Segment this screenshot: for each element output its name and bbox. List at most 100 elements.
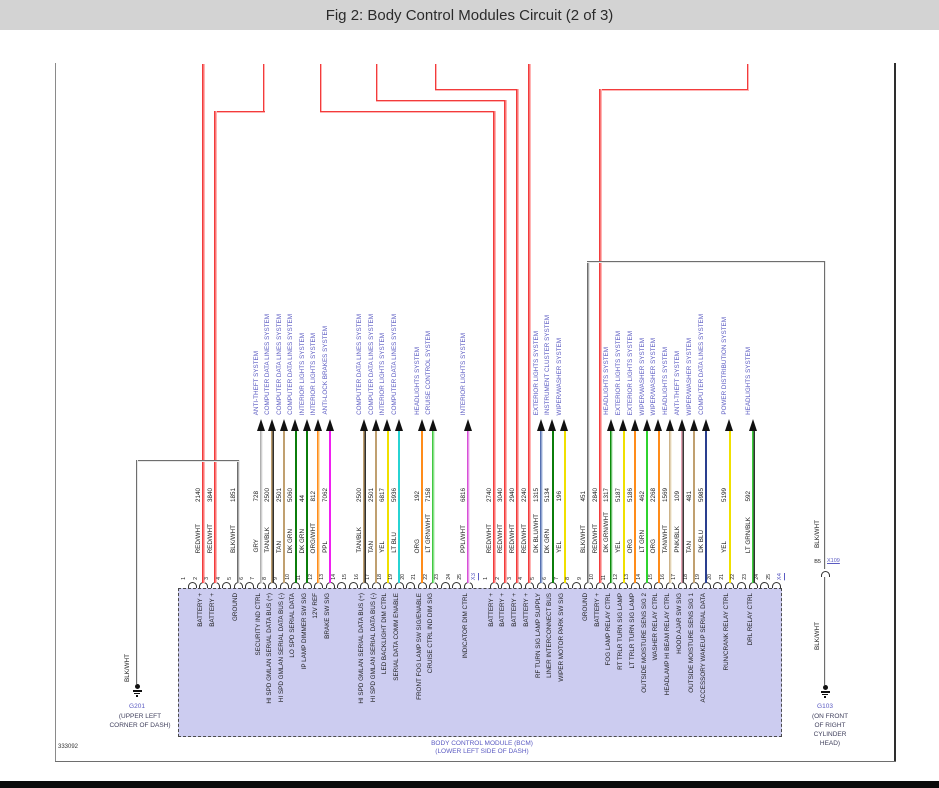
system-label: WIPER/WASHER SYSTEM <box>638 337 646 415</box>
wire-color-label: RED/WHT <box>520 523 528 553</box>
pin-number: 1 <box>181 577 187 580</box>
wire-color-label: YEL <box>615 541 623 553</box>
connector-ref-x4[interactable]: X4 <box>776 572 783 580</box>
system-arrow-icon <box>429 419 437 431</box>
ground-right-id[interactable]: G103 <box>817 703 833 710</box>
circuit-number: 2268 <box>650 487 658 502</box>
circuit-number: 5186 <box>626 487 634 502</box>
power-feed-wire <box>434 89 519 91</box>
pin-label: 12V REF <box>312 593 319 619</box>
wire-segment <box>646 431 649 583</box>
power-feed-wire <box>263 64 265 113</box>
circuit-number: 6817 <box>379 487 386 502</box>
power-feed-wire <box>746 64 749 91</box>
connector-pin-caret <box>820 571 830 577</box>
system-arrow-icon <box>642 419 651 431</box>
wire-segment <box>294 431 297 583</box>
connector-pin-caret <box>187 582 197 588</box>
system-arrow-icon <box>279 419 288 431</box>
circuit-number: 109 <box>673 491 681 502</box>
wire-segment <box>432 431 435 583</box>
system-label: EXTERIOR LIGHTS SYSTEM <box>626 330 634 415</box>
wire-color-label: TAN <box>275 540 283 553</box>
ground-wire <box>137 459 239 462</box>
ground-right-location-line1: (ON FRONT <box>811 713 849 720</box>
circuit-number: 5187 <box>615 487 623 502</box>
wire-segment <box>527 64 531 583</box>
wire-segment <box>213 111 217 583</box>
system-label: WIPER/WASHER SYSTEM <box>685 337 693 415</box>
circuit-number: 7158 <box>425 487 432 502</box>
system-label: ANTI-THEFT SYSTEM <box>252 350 260 415</box>
circuit-number: 196 <box>556 491 564 502</box>
pin-number: 9 <box>273 577 279 580</box>
wire-segment <box>516 89 520 583</box>
wire-segment <box>504 100 508 583</box>
pin-label: LED BACKLIGHT DIM CTRL <box>381 593 388 675</box>
system-arrow-icon <box>630 419 639 431</box>
system-arrow-icon <box>463 419 472 431</box>
power-feed-wire <box>320 111 495 113</box>
pin-number: 20 <box>706 574 713 580</box>
ground-right-location-line4: HEAD) <box>819 740 841 747</box>
wire-segment <box>421 431 423 583</box>
wire-color-label: LT BLU <box>390 532 398 553</box>
power-feed-wire <box>434 64 437 91</box>
circuit-number: 2240 <box>520 487 528 502</box>
circuit-number: 44 <box>298 494 306 502</box>
system-arrow-icon <box>677 419 686 431</box>
pin-label: SECURITY IND CTRL <box>254 593 262 656</box>
pin-label: LT TRLR TURN SIG LAMP <box>628 593 636 669</box>
connector-ref-x109[interactable]: X109 <box>827 558 840 564</box>
system-label: INSTRUMENT CLUSTER SYSTEM <box>544 315 552 415</box>
pin-label: BATTERY + <box>499 593 507 627</box>
wire-color-label: DK GRN <box>544 528 552 554</box>
ground-wire <box>824 577 826 685</box>
wire-color-label: TAN <box>367 540 375 553</box>
pin-number: 17 <box>365 574 371 580</box>
bcm-name: BODY CONTROL MODULE (BCM) <box>431 740 533 747</box>
pin-label: HI SPD GMLAN SERIAL DATA BUS (-) <box>369 593 377 703</box>
pin-label: GROUND <box>581 593 589 621</box>
pin-label: RT TRLR TURN SIG LAMP <box>617 593 625 670</box>
circuit-number: 1569 <box>662 487 670 502</box>
power-feed-wire <box>320 64 322 113</box>
pin-number: 8 <box>565 577 572 580</box>
circuit-number: 5134 <box>544 487 552 502</box>
system-label: ANTI-LOCK BRAKES SYSTEM <box>321 326 329 415</box>
connector-ref-x3[interactable]: X3 <box>470 572 477 580</box>
pin-label: HI SPD GMLAN SERIAL DATA BUS (+) <box>358 593 365 704</box>
pin-number: 13 <box>624 574 631 580</box>
system-arrow-icon <box>666 419 675 431</box>
circuit-number: 2501 <box>367 487 375 502</box>
pin-label: BATTERY + <box>197 593 204 627</box>
pin-label: IP LAMP DIMMER SW SIG <box>300 593 308 670</box>
ground-left-location-line2: CORNER OF DASH) <box>109 722 171 729</box>
pin-number: 15 <box>342 574 348 580</box>
wire-segment <box>466 431 470 583</box>
window-bottom-bar <box>0 781 939 788</box>
pin-number: 19 <box>695 574 702 580</box>
pin-label: HI SPD GMLAN SERIAL DATA BUS (-) <box>277 593 285 703</box>
system-arrow-icon <box>268 419 276 431</box>
pin-label: BATTERY + <box>593 593 601 627</box>
ground-left-id[interactable]: G201 <box>129 703 145 710</box>
ground-left-location-line1: (UPPER LEFT <box>118 713 162 720</box>
circuit-number: 2740 <box>485 487 493 502</box>
wire-color-label: BLK/WHT <box>579 525 587 553</box>
pin-number: 24 <box>753 574 760 580</box>
pin-number: 21 <box>411 574 417 580</box>
pin-number: 21 <box>718 574 725 580</box>
pin-number: 7 <box>553 577 560 580</box>
pin-label: LO SPD SERIAL DATA <box>289 593 296 658</box>
ground-wire <box>824 261 826 569</box>
wire-color-label: RED/WHT <box>497 523 505 553</box>
pin-label: RF TURN SIG LAMP SUPPLY <box>534 593 542 679</box>
system-label: COMPUTER DATA LINES SYSTEM <box>264 314 271 415</box>
wire-segment <box>539 431 543 583</box>
pin-number: 14 <box>636 574 643 580</box>
pin-number: 24 <box>445 574 452 580</box>
pin-number: 20 <box>399 574 406 580</box>
connector-pin-caret <box>440 582 450 588</box>
